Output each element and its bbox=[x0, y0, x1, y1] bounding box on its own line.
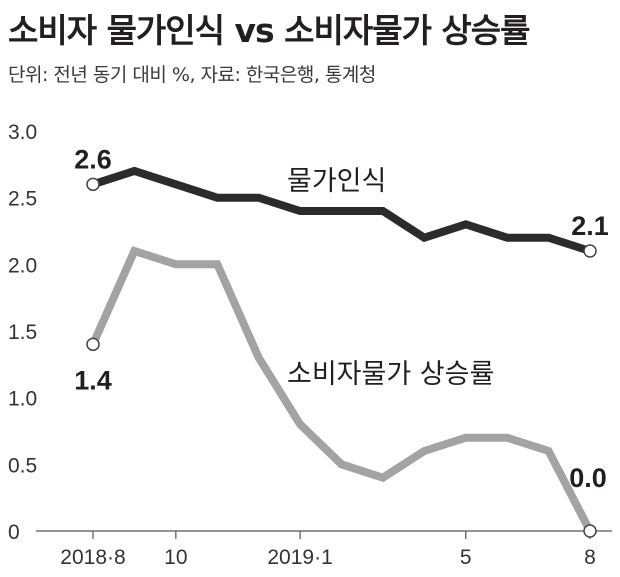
series-label: 물가인식 bbox=[287, 166, 386, 197]
x-tick-label: 8 bbox=[584, 546, 596, 569]
data-label-end: 2.1 bbox=[571, 211, 609, 241]
data-label-start: 2.6 bbox=[74, 144, 112, 174]
series-end-marker bbox=[583, 244, 597, 258]
x-tick-label: 2018·8 bbox=[60, 546, 125, 569]
y-tick-label: 3.0 bbox=[8, 121, 37, 144]
y-tick-label: 1.0 bbox=[8, 388, 37, 411]
x-tick-label: 2019·1 bbox=[267, 546, 332, 569]
x-tick-label: 5 bbox=[460, 546, 472, 569]
chart-title: 소비자 물가인식 vs 소비자물가 상승률 bbox=[8, 11, 531, 50]
y-tick-label: 1.5 bbox=[8, 321, 37, 344]
y-tick-label: 0 bbox=[8, 521, 20, 544]
chart-subtitle: 단위: 전년 동기 대비 %, 자료: 한국은행, 통계청 bbox=[8, 64, 376, 86]
series-line-0 bbox=[91, 166, 592, 255]
y-tick-label: 2.0 bbox=[8, 254, 37, 277]
series-end-marker bbox=[583, 524, 597, 538]
series-label: 소비자물가 상승률 bbox=[287, 359, 494, 390]
series-start-marker bbox=[86, 177, 100, 192]
series-start-marker bbox=[86, 337, 100, 352]
x-tick-label: 10 bbox=[164, 546, 187, 569]
data-label-start: 1.4 bbox=[74, 365, 112, 395]
y-tick-label: 0.5 bbox=[8, 454, 37, 477]
series-line-1 bbox=[89, 246, 594, 533]
data-label-end: 0.0 bbox=[569, 463, 607, 493]
y-tick-label: 2.5 bbox=[8, 188, 37, 211]
